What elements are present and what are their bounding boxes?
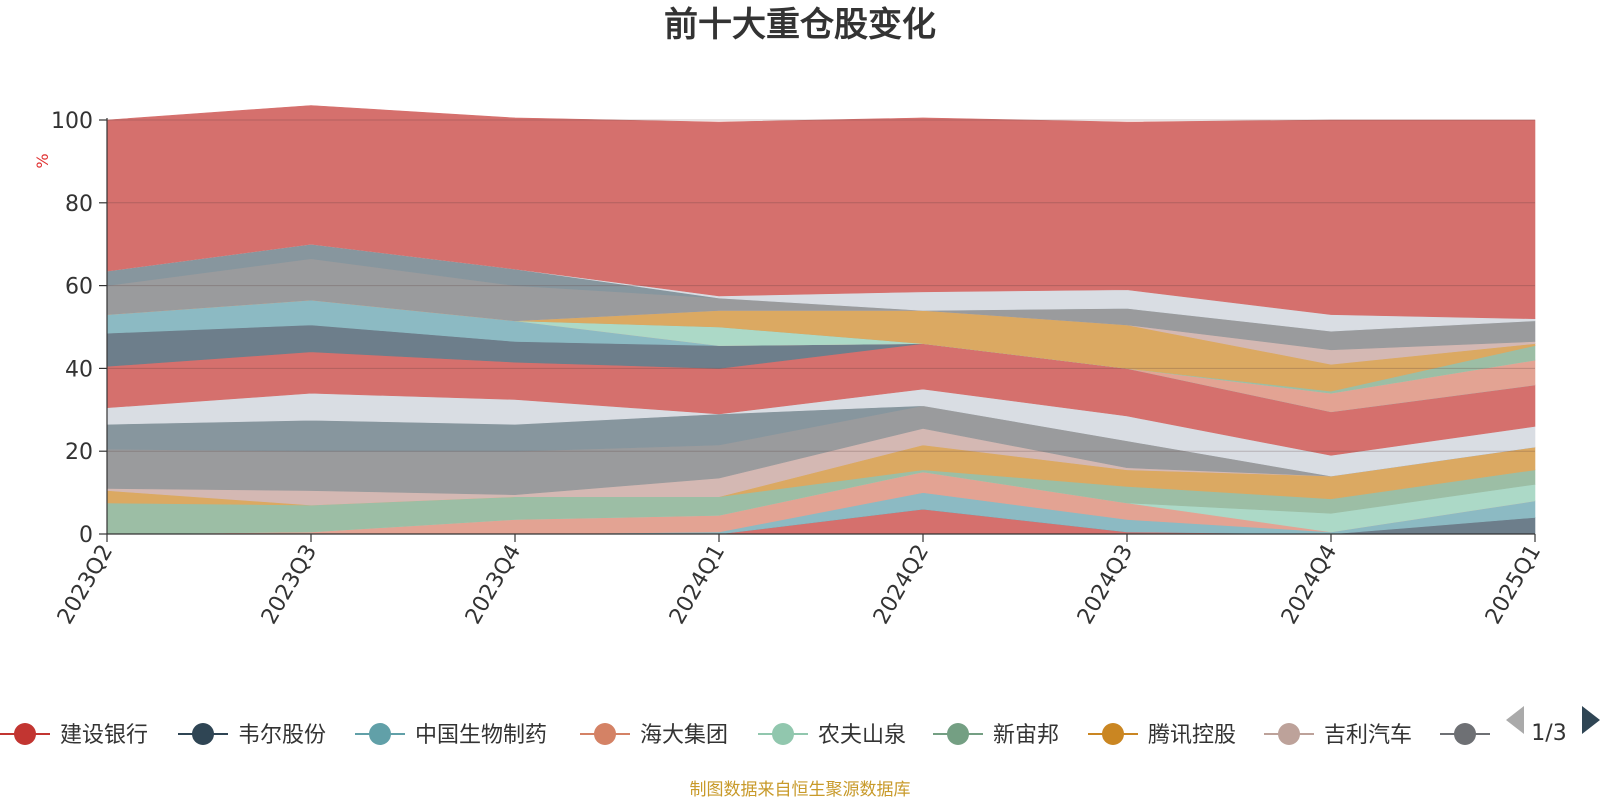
legend-marker — [1102, 723, 1124, 745]
legend-label: 中国生物制药 — [415, 723, 547, 748]
legend-label: 海大集团 — [640, 723, 728, 748]
legend-prev-icon[interactable] — [1506, 706, 1524, 734]
area-series-23 — [106, 105, 1536, 320]
legend-label: 建设银行 — [60, 723, 148, 748]
area-layers — [106, 105, 1536, 535]
grid-lines — [107, 119, 1535, 452]
legend-next-icon[interactable] — [1582, 706, 1600, 734]
legend-marker — [1278, 723, 1300, 745]
x-tick-label-2025Q1: 2025Q1 — [1481, 541, 1546, 629]
legend-label: 吉利汽车 — [1324, 723, 1412, 748]
legend: 建设银行 韦尔股份 中国生物制药 海大集团 农夫山泉 新宙邦 腾讯控股 吉利汽车 — [0, 723, 1490, 748]
legend-item-7[interactable]: 腾讯控股 — [1088, 723, 1236, 748]
legend-label: 农夫山泉 — [818, 723, 906, 748]
legend-pager: 1/3 — [1506, 706, 1600, 746]
y-tick-label-80: 80 — [65, 192, 93, 217]
legend-marker — [772, 723, 794, 745]
x-tick-label-2023Q3: 2023Q3 — [257, 541, 322, 629]
legend-item-4[interactable]: 海大集团 — [580, 723, 728, 748]
legend-page-indicator: 1/3 — [1531, 721, 1566, 746]
legend-item-8[interactable]: 吉利汽车 — [1264, 723, 1412, 748]
x-tick-label-2024Q1: 2024Q1 — [665, 541, 730, 629]
legend-item-3[interactable]: 中国生物制药 — [355, 723, 547, 748]
legend-item-1[interactable]: 建设银行 — [0, 723, 148, 748]
y-axis-unit: % — [33, 153, 52, 168]
legend-marker — [192, 723, 214, 745]
data-source-note: 制图数据来自恒生聚源数据库 — [690, 780, 911, 800]
axes — [106, 118, 1535, 535]
chart-title: 前十大重仓股变化 — [664, 5, 936, 45]
x-tick-label-2024Q2: 2024Q2 — [869, 541, 934, 629]
y-tick-label-100: 100 — [51, 109, 93, 134]
y-tick-label-60: 60 — [65, 275, 93, 300]
legend-marker — [14, 723, 36, 745]
y-axis-ticks: 0 20 40 60 80 100 — [51, 109, 107, 548]
legend-label: 韦尔股份 — [238, 723, 326, 748]
legend-item-6[interactable]: 新宙邦 — [933, 723, 1059, 748]
legend-item-5[interactable]: 农夫山泉 — [758, 723, 906, 748]
x-tick-label-2024Q4: 2024Q4 — [1277, 541, 1342, 629]
legend-label: 新宙邦 — [993, 723, 1059, 748]
legend-marker — [369, 723, 391, 745]
y-tick-label-40: 40 — [65, 357, 93, 382]
legend-marker — [1454, 723, 1476, 745]
y-tick-label-0: 0 — [79, 523, 93, 548]
y-tick-label-20: 20 — [65, 440, 93, 465]
x-axis-ticks: 2023Q2 2023Q3 2023Q4 2024Q1 2024Q2 2024Q3 2024… — [53, 534, 1546, 629]
legend-marker — [947, 723, 969, 745]
legend-label: 腾讯控股 — [1148, 723, 1236, 748]
x-tick-label-2024Q3: 2024Q3 — [1073, 541, 1138, 629]
x-tick-label-2023Q4: 2023Q4 — [461, 541, 526, 629]
legend-item-9[interactable] — [1440, 723, 1490, 745]
legend-item-2[interactable]: 韦尔股份 — [178, 723, 326, 748]
x-tick-label-2023Q2: 2023Q2 — [53, 541, 118, 629]
legend-marker — [594, 723, 616, 745]
